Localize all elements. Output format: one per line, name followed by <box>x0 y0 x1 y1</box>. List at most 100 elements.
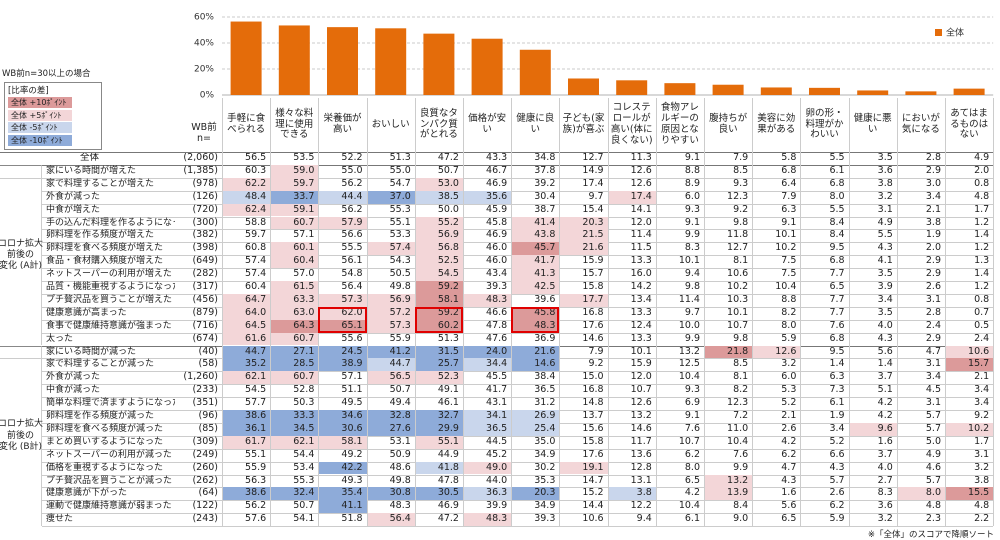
table-cell: 5.6 <box>781 500 797 512</box>
table-cell: 6.9 <box>684 397 700 409</box>
table-cell: 49.5 <box>341 397 363 409</box>
table-cell: 9.2 <box>733 203 749 215</box>
table-cell: 8.1 <box>733 371 749 383</box>
table-cell: 12.8 <box>630 461 652 473</box>
table-cell: 46.9 <box>486 229 508 241</box>
table-cell: 7.7 <box>829 293 845 305</box>
table-cell: 4.3 <box>877 332 893 344</box>
column-line <box>463 98 464 527</box>
table-cell: 52.3 <box>414 371 463 385</box>
row-label: 家にいる時間が減った <box>46 346 137 357</box>
table-cell: 12.0 <box>630 216 652 228</box>
table-cell: 48.6 <box>389 461 411 473</box>
table-cell: 35.2 <box>222 358 271 372</box>
legend-swatch <box>935 29 942 36</box>
table-cell: 12.6 <box>630 177 652 189</box>
table-cell: 56.8 <box>414 242 463 256</box>
table-cell: 10.7 <box>678 435 700 447</box>
legend-label: 全体 <box>946 27 964 39</box>
table-cell: 10.6 <box>582 513 604 525</box>
table-cell: 36.9 <box>534 332 556 344</box>
table-cell: 4.9 <box>974 152 990 163</box>
table-cell: 6.4 <box>781 177 797 189</box>
table-cell: 6.8 <box>781 164 797 176</box>
table-cell: 3.4 <box>829 422 845 434</box>
row-line <box>42 203 994 205</box>
column-line <box>896 98 898 527</box>
row-line <box>0 152 994 153</box>
table-cell: 2.4 <box>974 332 990 344</box>
table-cell: 45.5 <box>486 371 508 383</box>
table-cell: 55.1 <box>389 216 411 228</box>
table-cell: 45.2 <box>486 448 508 460</box>
row-line <box>0 177 994 179</box>
n-cell: (674) <box>192 332 218 344</box>
row-line <box>42 397 994 399</box>
table-cell: 3.8 <box>877 177 893 189</box>
table-cell: 9.3 <box>684 384 700 396</box>
table-cell: 9.3 <box>684 203 700 215</box>
table-cell: 15.0 <box>582 371 604 383</box>
table-cell: 9.7 <box>588 190 604 202</box>
table-cell: 14.2 <box>630 281 652 292</box>
column-header: 腹持ちが良い <box>709 113 748 135</box>
row-line <box>0 164 994 166</box>
row-label: 中食が増えた <box>46 204 101 215</box>
table-cell: 9.3 <box>733 177 749 189</box>
table-cell: 34.8 <box>534 152 556 163</box>
table-cell: 44.7 <box>222 345 271 359</box>
table-cell: 53.0 <box>414 177 463 191</box>
row-label: 食品・食材購入頻度が増えた <box>46 256 164 267</box>
table-cell: 1.4 <box>974 229 990 241</box>
highlight-box <box>511 306 560 333</box>
table-cell: 63.0 <box>270 306 319 320</box>
table-cell: 21.6 <box>511 345 560 359</box>
table-cell: 14.6 <box>582 332 604 344</box>
table-cell: 47.8 <box>486 319 508 331</box>
table-cell: 30.5 <box>414 487 463 501</box>
table-cell: 46.0 <box>486 242 508 254</box>
table-cell: 3.4 <box>925 371 941 383</box>
table-cell: 24.0 <box>463 345 512 359</box>
table-cell: 39.2 <box>534 177 556 189</box>
table-cell: 42.5 <box>511 281 560 294</box>
table-cell: 0.7 <box>974 306 990 318</box>
row-label: 家で料理することが増えた <box>46 178 155 189</box>
table-cell: 11.0 <box>727 422 749 434</box>
table-cell: 59.1 <box>270 203 319 217</box>
legend-item: 全体 -5ﾎﾟｲﾝﾄ <box>8 122 72 133</box>
table-cell: 5.5 <box>829 152 845 163</box>
row-label: ネットスーパーの利用が増えた <box>46 269 172 280</box>
table-cell: 25.7 <box>414 358 463 372</box>
table-cell: 2.0 <box>974 164 990 176</box>
table-cell: 44.0 <box>486 474 508 486</box>
row-line <box>42 513 994 515</box>
table-cell: 24.5 <box>318 345 367 359</box>
table-cell: 10.7 <box>630 384 652 396</box>
n-cell: (126) <box>192 190 218 202</box>
table-cell: 3.6 <box>877 164 893 176</box>
column-header: 食物アレルギーの原因となりやすい <box>660 102 699 146</box>
table-cell: 4.9 <box>925 448 941 460</box>
table-cell: 57.1 <box>293 229 315 241</box>
table-cell: 11.5 <box>630 242 652 254</box>
table-cell: 8.8 <box>781 293 797 305</box>
table-cell: 60.7 <box>270 371 319 385</box>
n-cell: (1,385) <box>183 164 218 176</box>
table-cell: 8.3 <box>877 487 893 499</box>
bar <box>857 90 889 95</box>
table-cell: 41.7 <box>486 384 508 396</box>
table-cell: 15.7 <box>582 268 604 280</box>
highlight-box <box>318 306 367 333</box>
table-cell: 62.4 <box>222 203 271 217</box>
table-cell: 55.0 <box>389 164 411 176</box>
table-cell: 62.1 <box>222 371 271 385</box>
table-cell: 36.3 <box>463 487 512 501</box>
y-tick-label: 0% <box>200 91 215 101</box>
y-tick-label: 40% <box>194 39 214 49</box>
table-cell: 57.1 <box>341 371 363 383</box>
column-line <box>270 98 272 527</box>
table-cell: 51.3 <box>437 332 459 344</box>
table-cell: 5.5 <box>877 229 893 241</box>
table-cell: 29.9 <box>414 422 463 436</box>
